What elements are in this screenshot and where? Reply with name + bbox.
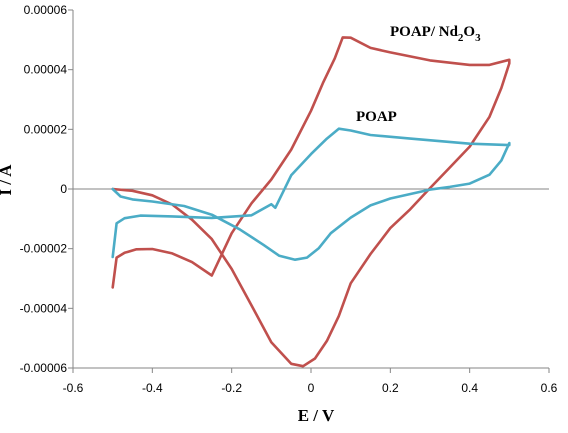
y-tick-label: -0.00004 xyxy=(20,301,68,315)
series-line-poap-nd2o3 xyxy=(111,36,511,368)
annotation-poap-nd2o3-main: POAP/ Nd xyxy=(390,24,459,40)
y-tick-labels: 0.00006 0.00004 0.00002 0 -0.00002 -0.00004 -0… xyxy=(20,3,73,375)
y-tick-label: -0.00006 xyxy=(20,361,68,375)
annotation-poap-nd2o3: POAP/ Nd2O3 xyxy=(390,24,481,44)
annotation-poap-nd2o3-mid: O xyxy=(463,24,475,40)
x-tick-label: -0.2 xyxy=(221,381,242,395)
series-layer xyxy=(111,36,511,368)
x-tick-label: 0.6 xyxy=(541,381,558,395)
annotation-poap-nd2o3-sub: 2 xyxy=(458,32,464,44)
y-tick-label: 0.00004 xyxy=(24,63,68,77)
annotation-poap-nd2o3-sub2: 3 xyxy=(475,32,481,44)
annotation-poap: POAP xyxy=(356,109,397,125)
y-tick-label: 0 xyxy=(60,182,67,196)
y-tick-label: 0.00002 xyxy=(24,122,68,136)
y-tick-label: 0.00006 xyxy=(24,3,68,17)
x-tick-label: 0 xyxy=(308,381,315,395)
x-axis-title: E / V xyxy=(298,406,335,425)
x-tick-label: 0.4 xyxy=(461,381,478,395)
x-tick-labels: -0.6 -0.4 -0.2 0 0.2 0.4 0.6 xyxy=(63,368,558,395)
y-tick-label: -0.00002 xyxy=(20,242,68,256)
x-tick-label: -0.4 xyxy=(142,381,163,395)
x-tick-label: 0.2 xyxy=(382,381,399,395)
y-axis-title: I / A xyxy=(0,164,15,196)
x-tick-label: -0.6 xyxy=(63,381,84,395)
series-line-poap xyxy=(111,127,511,261)
